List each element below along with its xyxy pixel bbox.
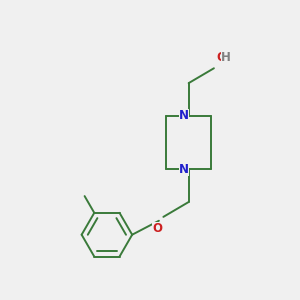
Text: N: N (179, 163, 189, 176)
Text: O: O (152, 222, 162, 235)
Text: N: N (179, 109, 189, 122)
Text: O: O (216, 51, 226, 64)
Text: H: H (221, 51, 231, 64)
